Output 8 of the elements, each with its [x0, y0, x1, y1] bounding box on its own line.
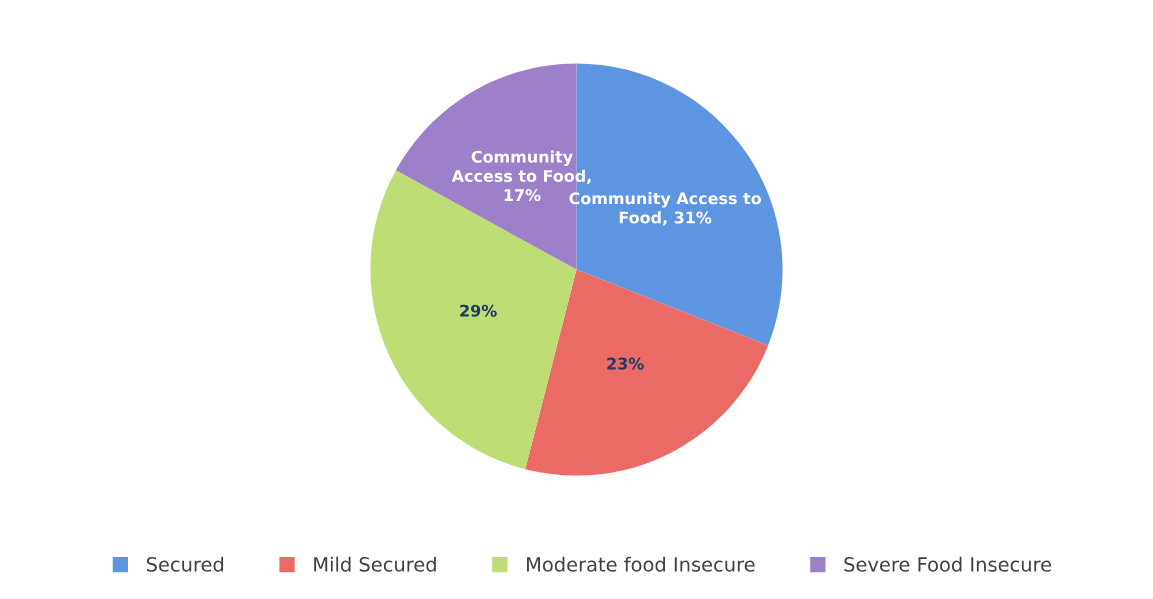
legend-label: Severe Food Insecure	[844, 556, 1052, 572]
data-label: 23%	[607, 357, 644, 370]
data-label: 29%	[460, 304, 497, 317]
pie-slice	[525, 269, 769, 476]
legend-label: Secured	[146, 556, 224, 572]
legend-label: Moderate food Insecure	[527, 556, 755, 572]
legend-label: Mild Secured	[314, 556, 436, 572]
data-label: Community Access to Food, 31%	[569, 191, 761, 226]
